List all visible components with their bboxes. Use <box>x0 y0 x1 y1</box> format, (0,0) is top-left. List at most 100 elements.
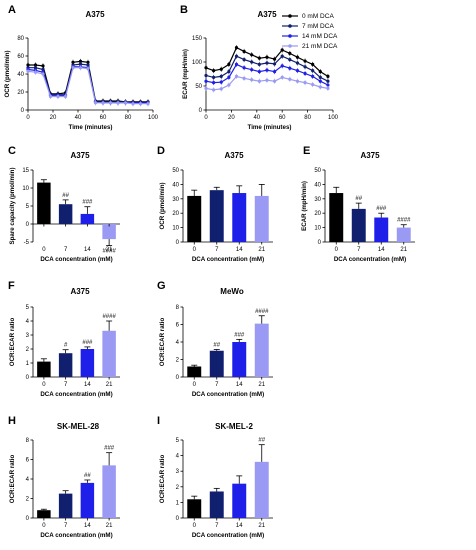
data-point <box>326 86 330 90</box>
panel-title: SK-MEL-2 <box>215 422 253 431</box>
y-axis-label: OCR (pmol/min) <box>159 182 166 229</box>
panel-letter: E <box>303 145 310 157</box>
data-point <box>41 64 45 68</box>
y-axis-label: OCR:ECAR ratio <box>9 455 16 504</box>
data-point <box>41 67 45 72</box>
bar <box>232 483 247 518</box>
data-point <box>280 75 284 79</box>
x-tick-label: 7 <box>357 247 361 253</box>
data-point <box>272 79 277 83</box>
y-tick-label: 4 <box>176 340 180 346</box>
bar <box>351 208 366 242</box>
y-tick-label: 6 <box>176 323 180 329</box>
data-point <box>318 79 322 83</box>
data-point <box>250 68 254 72</box>
data-point <box>71 60 75 64</box>
data-point <box>242 58 246 62</box>
x-tick-label: 0 <box>204 115 208 121</box>
y-tick-label: 0 <box>21 108 25 114</box>
data-point <box>101 101 105 105</box>
y-tick-label: 8 <box>176 305 180 311</box>
x-tick-label: 14 <box>84 523 91 529</box>
data-point <box>56 94 60 99</box>
y-tick-label: 10 <box>22 186 29 192</box>
x-tick-label: 0 <box>42 523 46 529</box>
data-point <box>242 66 246 70</box>
data-point <box>33 70 38 74</box>
panel-title: A375 <box>224 151 244 160</box>
x-tick-label: 0 <box>26 115 30 121</box>
y-axis-label: OCR:ECAR ratio <box>159 455 166 504</box>
data-point <box>123 101 128 105</box>
significance-label: #### <box>102 314 116 320</box>
bar <box>396 227 411 242</box>
panel-letter: B <box>180 4 188 16</box>
x-tick-label: 0 <box>42 247 46 253</box>
data-point <box>146 102 150 106</box>
data-point <box>78 62 83 66</box>
y-tick-label: 80 <box>17 36 24 42</box>
panel-c: C A375 -5 0 5 10 15 Spare capacity (pmol/min) 0 7… <box>8 145 120 263</box>
data-point <box>272 57 277 61</box>
x-tick-label: 0 <box>42 382 46 388</box>
y-tick-label: 5 <box>26 204 30 210</box>
data-point <box>257 56 261 60</box>
significance-label: ### <box>376 206 387 212</box>
data-point <box>257 62 261 66</box>
significance-label: ### <box>82 200 93 206</box>
series-line <box>27 67 148 105</box>
bar <box>37 182 51 224</box>
x-tick-label: 40 <box>75 115 82 121</box>
data-point <box>78 66 83 70</box>
bar <box>37 510 51 518</box>
y-tick-label: 0 <box>26 516 30 522</box>
bar <box>209 350 224 377</box>
significance-label: ## <box>62 193 69 199</box>
data-point <box>257 79 261 83</box>
bar <box>187 195 202 242</box>
significance-label: ### <box>104 446 115 452</box>
data-point <box>265 78 269 82</box>
y-tick-label: 0 <box>176 516 180 522</box>
significance-label: ### <box>82 340 93 346</box>
y-tick-label: 0 <box>26 375 30 381</box>
x-tick-label: 20 <box>50 115 57 121</box>
data-point <box>295 79 300 83</box>
significance-label: ## <box>213 342 220 348</box>
series-3 <box>26 65 150 107</box>
significance-label: ## <box>355 196 362 202</box>
y-tick-label: 40 <box>314 182 321 188</box>
y-axis-label: Spare capacity (pmol/min) <box>9 167 16 244</box>
y-tick-label: 150 <box>192 36 203 42</box>
significance-label: # <box>64 343 68 349</box>
x-tick-label: 100 <box>148 115 159 121</box>
y-tick-label: 50 <box>195 84 202 90</box>
data-point <box>227 70 231 74</box>
x-axis-label: DCA concentration (mM) <box>192 256 264 263</box>
data-point <box>242 49 246 54</box>
x-axis-label: DCA concentration (mM) <box>192 532 264 539</box>
data-point <box>212 88 216 92</box>
y-tick-label: 40 <box>17 72 24 78</box>
x-tick-label: 21 <box>258 247 265 253</box>
x-axis-label: DCA concentration (mM) <box>40 532 112 539</box>
data-point <box>288 51 292 55</box>
data-point <box>41 72 45 76</box>
data-point <box>303 71 307 76</box>
data-point <box>227 75 231 79</box>
y-tick-label: 30 <box>314 197 321 203</box>
y-tick-label: 3 <box>176 469 180 475</box>
data-point <box>212 81 216 85</box>
data-point <box>234 62 239 66</box>
significance-label: ### <box>234 332 245 338</box>
data-point <box>311 69 315 73</box>
y-tick-label: 50 <box>172 168 179 174</box>
bar <box>254 461 269 518</box>
legend-label: 0 mM DCA <box>302 13 334 20</box>
bar <box>80 213 95 224</box>
bar <box>209 190 224 242</box>
data-point <box>318 70 322 74</box>
data-point <box>265 55 269 59</box>
data-point <box>234 54 239 58</box>
y-axis-label: OCR:ECAR ratio <box>159 318 166 367</box>
